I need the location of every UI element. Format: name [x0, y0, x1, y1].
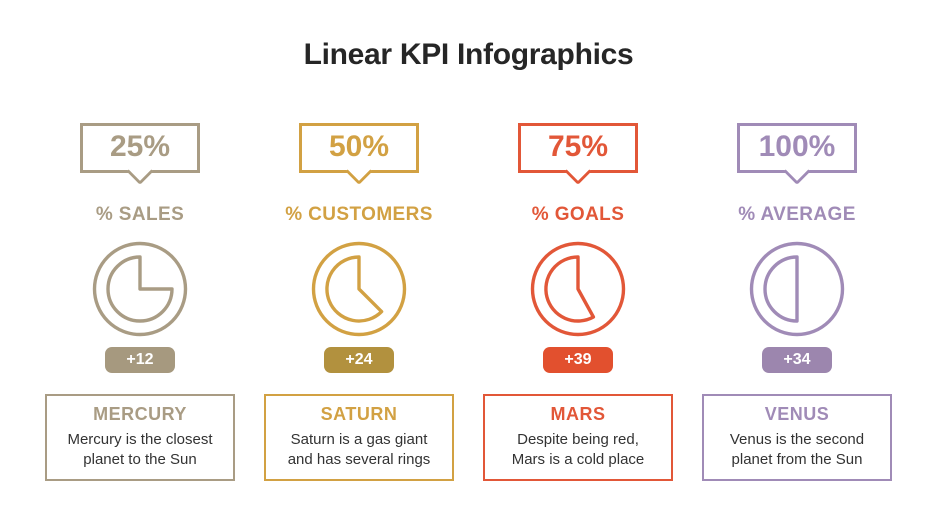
pie-ring — [749, 241, 845, 337]
percent-value: 50% — [328, 130, 390, 163]
percent-value: 100% — [758, 130, 836, 163]
kpi-column-mars: 75% % GOALS +39 MARS Despite being red, … — [469, 123, 688, 481]
percent-value: 25% — [109, 130, 171, 163]
pie-slice — [325, 255, 384, 323]
pie-slice — [106, 255, 174, 323]
pie-chart-icon — [530, 241, 626, 337]
planet-description: Mercury is the closest planet to the Sun — [67, 430, 213, 468]
pie-chart-icon — [749, 241, 845, 337]
planet-name: MARS — [550, 404, 606, 424]
kpi-column-saturn: 50% % CUSTOMERS +24 SATURN Saturn is a g… — [250, 123, 469, 481]
planet-description: Despite being red, Mars is a cold place — [511, 430, 645, 468]
percent-bubble: 25% — [80, 123, 200, 173]
kpi-column-mercury: 25% % SALES +12 MERCURY Mercury is the c… — [31, 123, 250, 481]
planet-description: Venus is the second planet from the Sun — [729, 430, 865, 468]
pie-chart-icon — [311, 241, 407, 337]
percent-bubble: 50% — [299, 123, 419, 173]
planet-card: MERCURY Mercury is the closest planet to… — [45, 394, 235, 481]
percent-bubble: 75% — [518, 123, 638, 173]
kpi-label: % GOALS — [531, 204, 625, 225]
delta-badge: +24 — [324, 347, 394, 373]
planet-name: MERCURY — [93, 404, 187, 424]
pie-ring — [530, 241, 626, 337]
kpi-columns: 25% % SALES +12 MERCURY Mercury is the c… — [0, 123, 937, 481]
planet-name: SATURN — [320, 404, 398, 424]
pie-ring — [311, 241, 407, 337]
planet-name: VENUS — [764, 404, 830, 424]
pie-ring — [92, 241, 188, 337]
pie-chart-icon — [92, 241, 188, 337]
planet-card: VENUS Venus is the second planet from th… — [702, 394, 892, 481]
kpi-label: % SALES — [95, 204, 185, 225]
percent-value: 75% — [547, 130, 609, 163]
delta-badge: +12 — [105, 347, 175, 373]
kpi-column-venus: 100% % AVERAGE +34 VENUS Venus is the se… — [688, 123, 907, 481]
planet-description: Saturn is a gas giant and has several ri… — [287, 430, 431, 468]
planet-card: SATURN Saturn is a gas giant and has sev… — [264, 394, 454, 481]
kpi-label: % AVERAGE — [738, 204, 856, 225]
percent-bubble: 100% — [737, 123, 857, 173]
planet-card: MARS Despite being red, Mars is a cold p… — [483, 394, 673, 481]
page-title: Linear KPI Infographics — [303, 38, 634, 71]
kpi-label: % CUSTOMERS — [285, 204, 433, 225]
delta-badge: +39 — [543, 347, 613, 373]
pie-slice — [544, 255, 596, 323]
delta-badge: +34 — [762, 347, 832, 373]
pie-slice — [763, 255, 799, 323]
